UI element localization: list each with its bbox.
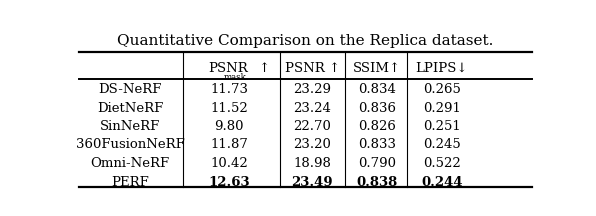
Text: 0.251: 0.251 — [423, 120, 461, 133]
Text: 0.790: 0.790 — [358, 157, 396, 170]
Text: 0.265: 0.265 — [423, 83, 461, 97]
Text: 9.80: 9.80 — [215, 120, 244, 133]
Text: 0.833: 0.833 — [358, 138, 396, 151]
Text: SSIM↑: SSIM↑ — [353, 62, 401, 75]
Text: 23.49: 23.49 — [291, 176, 333, 189]
Text: 0.245: 0.245 — [423, 138, 461, 151]
Text: 18.98: 18.98 — [293, 157, 331, 170]
Text: DietNeRF: DietNeRF — [97, 102, 163, 115]
Text: ↑: ↑ — [258, 62, 269, 75]
Text: 12.63: 12.63 — [209, 176, 250, 189]
Text: 23.29: 23.29 — [293, 83, 331, 97]
Text: 0.291: 0.291 — [423, 102, 461, 115]
Text: 0.834: 0.834 — [358, 83, 396, 97]
Text: Quantitative Comparison on the Replica dataset.: Quantitative Comparison on the Replica d… — [117, 34, 493, 48]
Text: 0.522: 0.522 — [423, 157, 461, 170]
Text: 11.73: 11.73 — [210, 83, 249, 97]
Text: 22.70: 22.70 — [293, 120, 331, 133]
Text: 360FusionNeRF: 360FusionNeRF — [76, 138, 184, 151]
Text: 10.42: 10.42 — [210, 157, 248, 170]
Text: SinNeRF: SinNeRF — [100, 120, 160, 133]
Text: 0.826: 0.826 — [358, 120, 396, 133]
Text: 23.20: 23.20 — [293, 138, 331, 151]
Text: PSNR: PSNR — [209, 62, 248, 75]
Text: PERF: PERF — [111, 176, 149, 189]
Text: 0.838: 0.838 — [356, 176, 398, 189]
Text: 11.52: 11.52 — [210, 102, 248, 115]
Text: 0.836: 0.836 — [358, 102, 396, 115]
Text: 23.24: 23.24 — [293, 102, 331, 115]
Text: mask.: mask. — [224, 73, 250, 82]
Text: DS-NeRF: DS-NeRF — [98, 83, 162, 97]
Text: 11.87: 11.87 — [210, 138, 248, 151]
Text: 0.244: 0.244 — [421, 176, 462, 189]
Text: LPIPS↓: LPIPS↓ — [415, 62, 468, 75]
Text: PSNR ↑: PSNR ↑ — [285, 62, 340, 75]
Text: Omni-NeRF: Omni-NeRF — [91, 157, 169, 170]
